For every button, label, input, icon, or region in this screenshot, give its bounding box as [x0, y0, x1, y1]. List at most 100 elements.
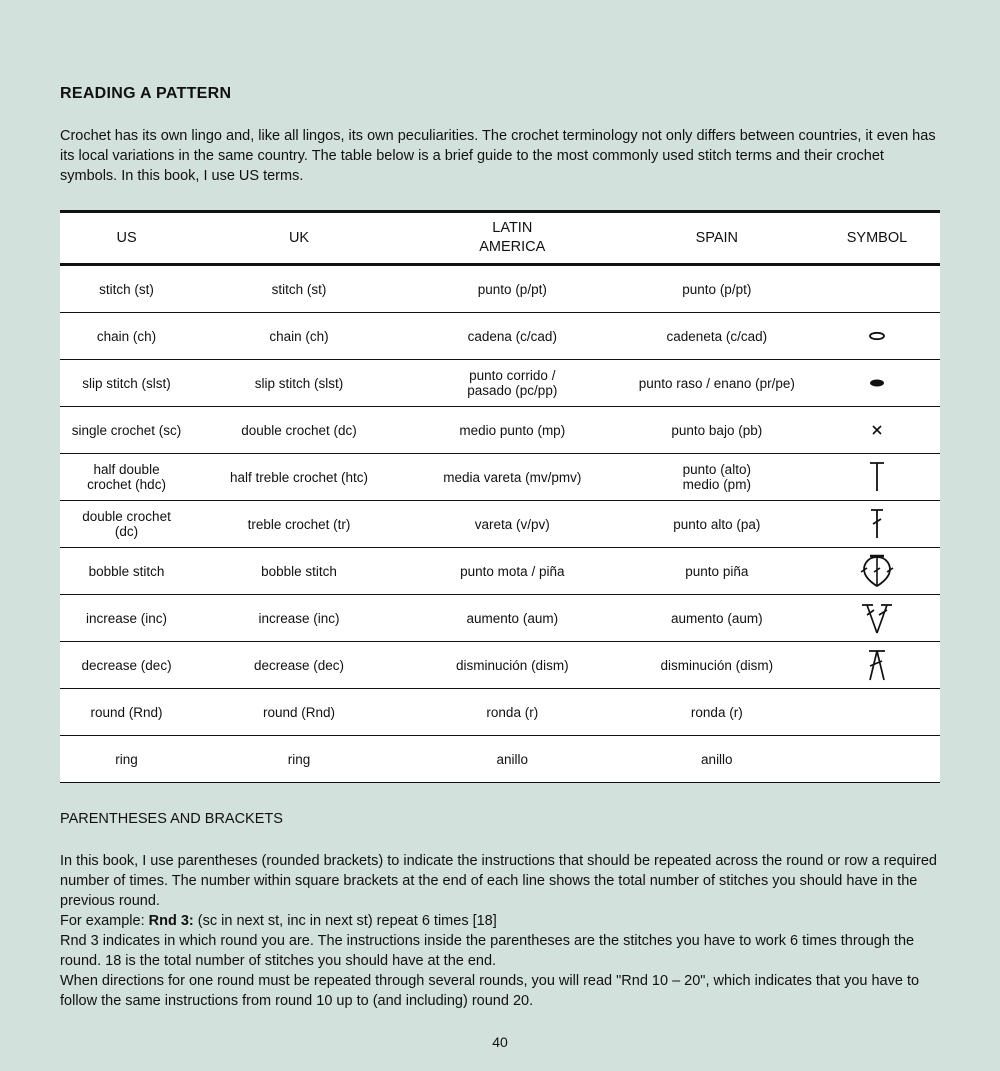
table-row: bobble stitch bobble stitch punto mota / p…	[60, 547, 940, 595]
cell-symbol	[813, 406, 940, 454]
cell-text: anillo	[496, 751, 529, 767]
cell-text: treble crochet (tr)	[247, 516, 351, 532]
example-rest: (sc in next st, inc in next st) repeat 6…	[193, 913, 497, 929]
cell-spain: aumento (aum)	[619, 594, 814, 642]
cell-text: anillo	[701, 751, 733, 767]
cell-spain: ronda (r)	[619, 688, 814, 736]
cell-text: cadena (c/cad)	[467, 328, 557, 344]
cell-spain: anillo	[619, 735, 814, 783]
single-crochet-x-icon	[816, 423, 938, 437]
cell-text: round (Rnd)	[90, 704, 163, 720]
cell-text: punto (alto) medio (pm)	[682, 462, 751, 492]
dc-t-slash-icon	[816, 508, 938, 540]
cell-spain: punto alto (pa)	[619, 500, 814, 548]
header-latin-america: LATIN AMERICA	[404, 210, 620, 266]
paragraph: Rnd 3 indicates in which round you are. …	[60, 933, 915, 969]
table-row: slip stitch (slst) slip stitch (slst) punt…	[60, 359, 940, 407]
cell-latam: media vareta (mv/pmv)	[404, 453, 620, 501]
cell-uk: half treble crochet (htc)	[193, 453, 405, 501]
table-row: stitch (st) stitch (st) punto (p/pt) punto …	[60, 264, 940, 313]
cell-symbol	[813, 594, 940, 642]
cell-latam: anillo	[404, 735, 620, 783]
cell-us: decrease (dec)	[60, 641, 194, 689]
cell-latam: disminución (dism)	[404, 641, 620, 689]
paragraph: When directions for one round must be re…	[60, 973, 920, 1009]
cell-text: punto (p/pt)	[682, 281, 752, 297]
intro-paragraph: Crochet has its own lingo and, like all …	[60, 128, 936, 184]
cell-spain: cadeneta (c/cad)	[619, 312, 814, 360]
cell-spain: punto piña	[619, 547, 814, 595]
bobble-icon	[816, 554, 938, 588]
cell-us: bobble stitch	[60, 547, 194, 595]
cell-text: punto corrido / pasado (pc/pp)	[467, 368, 558, 398]
cell-text: stitch (st)	[99, 281, 154, 297]
cell-text: cadeneta (c/cad)	[666, 328, 768, 344]
cell-us: half double crochet (hdc)	[60, 453, 194, 501]
cell-text: ring	[287, 751, 311, 767]
example-bold: Rnd 3:	[148, 913, 194, 929]
cell-latam: aumento (aum)	[404, 594, 620, 642]
cell-text: half double crochet (hdc)	[87, 462, 166, 492]
increase-v-icon	[816, 601, 938, 635]
header-symbol: SYMBOL	[813, 210, 940, 266]
cell-text: media vareta (mv/pmv)	[443, 469, 582, 485]
cell-text: decrease (dec)	[81, 657, 172, 673]
cell-spain: punto (alto) medio (pm)	[619, 453, 814, 501]
cell-text: bobble stitch	[261, 563, 337, 579]
table-row: double crochet (dc) treble crochet (tr) va…	[60, 500, 940, 548]
example-line: For example: Rnd 3: (sc in next st, inc …	[60, 911, 950, 931]
cell-latam: vareta (v/pv)	[404, 500, 620, 548]
cell-symbol	[813, 641, 940, 689]
cell-text: punto bajo (pb)	[671, 422, 763, 438]
cell-latam: punto (p/pt)	[404, 264, 620, 313]
cell-uk: stitch (st)	[193, 264, 405, 313]
table-row: decrease (dec) decrease (dec) disminución …	[60, 641, 940, 689]
cell-text: slip stitch (slst)	[82, 375, 171, 391]
cell-text: chain (ch)	[269, 328, 329, 344]
cell-text: round (Rnd)	[262, 704, 336, 720]
cell-us: chain (ch)	[60, 312, 194, 360]
table-row: ring ring anillo anillo	[60, 735, 940, 783]
cell-symbol	[813, 453, 940, 501]
table-row: chain (ch) chain (ch) cadena (c/cad) cadene…	[60, 312, 940, 360]
header-us: US	[60, 210, 194, 266]
cell-symbol	[813, 547, 940, 595]
cell-text: punto mota / piña	[460, 563, 565, 579]
cell-text: half treble crochet (htc)	[229, 469, 369, 485]
cell-symbol	[813, 359, 940, 407]
cell-text: bobble stitch	[88, 563, 165, 579]
page-number: 40	[492, 1034, 508, 1050]
cell-us: ring	[60, 735, 194, 783]
cell-text: double crochet (dc)	[82, 509, 171, 539]
header-uk: UK	[193, 210, 405, 266]
page-title: READING A PATTERN	[60, 85, 232, 102]
cell-text: medio punto (mp)	[459, 422, 566, 438]
cell-text: ring	[115, 751, 138, 767]
example-prefix: For example:	[60, 913, 149, 929]
hdc-t-icon	[816, 461, 938, 493]
section-subheading: PARENTHESES AND BRACKETS	[60, 811, 283, 827]
cell-spain: punto raso / enano (pr/pe)	[619, 359, 814, 407]
cell-text: ronda (r)	[690, 704, 743, 720]
cell-us: single crochet (sc)	[60, 406, 194, 454]
cell-symbol	[813, 688, 940, 736]
cell-latam: punto mota / piña	[404, 547, 620, 595]
cell-uk: increase (inc)	[193, 594, 405, 642]
cell-uk: decrease (dec)	[193, 641, 405, 689]
cell-latam: medio punto (mp)	[404, 406, 620, 454]
slip-stitch-dot-icon	[816, 377, 938, 389]
table-row: increase (inc) increase (inc) aumento (aum…	[60, 594, 940, 642]
cell-spain: punto bajo (pb)	[619, 406, 814, 454]
cell-text: increase (inc)	[258, 610, 340, 626]
cell-spain: disminución (dism)	[619, 641, 814, 689]
cell-uk: bobble stitch	[193, 547, 405, 595]
cell-us: double crochet (dc)	[60, 500, 194, 548]
cell-us: increase (inc)	[60, 594, 194, 642]
cell-symbol	[813, 264, 940, 313]
table-row: round (Rnd) round (Rnd) ronda (r) ronda (r)	[60, 688, 940, 736]
cell-text: single crochet (sc)	[71, 422, 182, 438]
cell-uk: double crochet (dc)	[193, 406, 405, 454]
cell-text: punto piña	[685, 563, 749, 579]
cell-latam: cadena (c/cad)	[404, 312, 620, 360]
header-spain: SPAIN	[619, 210, 814, 266]
